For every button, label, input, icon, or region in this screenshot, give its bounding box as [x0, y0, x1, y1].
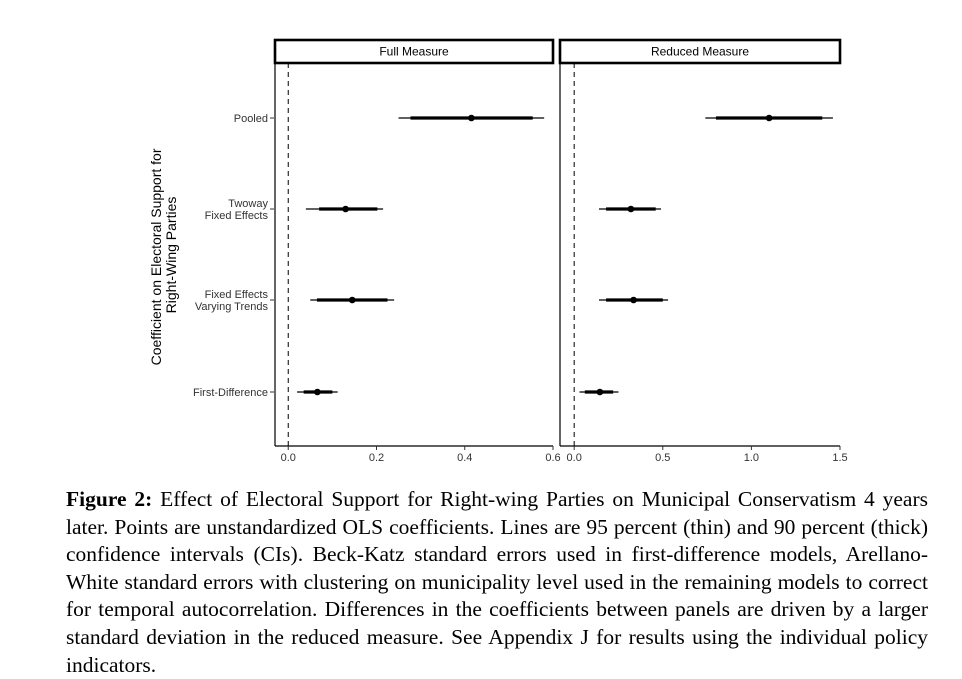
category-label-line: Fixed Effects — [205, 289, 269, 301]
panel-1: Reduced Measure 0.0 0.5 1.0 1.5 — [558, 38, 848, 464]
x-tick-label: 0.0 — [281, 452, 296, 464]
category-label-line: Fixed Effects — [205, 210, 269, 222]
y-axis-title-line-1: Coefficient on Electoral Support for — [148, 148, 164, 365]
figure-caption-text: Effect of Electoral Support for Right-wi… — [66, 487, 928, 677]
x-tick-label: 1.5 — [832, 452, 847, 464]
coefficient-point — [342, 205, 349, 213]
category-label: Pooled — [234, 113, 268, 125]
coefficient-point — [348, 296, 356, 304]
y-axis-title: Coefficient on Electoral Support for Rig… — [148, 145, 179, 366]
category-label-line: Pooled — [234, 113, 268, 125]
panel-strip — [558, 38, 842, 65]
coefficient-point — [627, 205, 635, 213]
coefficient-point — [314, 388, 321, 396]
coefficient-point — [630, 296, 637, 304]
coefficient-point — [596, 388, 604, 396]
panel-title: Full Measure — [379, 45, 449, 59]
x-tick-label: 0.0 — [567, 452, 582, 464]
x-tick-label: 0.5 — [655, 452, 670, 464]
coefficient-point — [765, 114, 773, 122]
figure-caption: Figure 2: Effect of Electoral Support fo… — [66, 486, 928, 679]
coefficient-point — [468, 114, 475, 122]
category-label-line: Twoway — [228, 198, 268, 210]
x-tick-label: 0.4 — [457, 452, 472, 464]
category-label-line: Varying Trends — [195, 301, 269, 313]
panel-strip — [273, 38, 555, 65]
y-axis-title-line-2: Right-Wing Parties — [163, 197, 179, 314]
x-tick-label: 0.6 — [545, 452, 560, 464]
x-tick-label: 1.0 — [744, 452, 759, 464]
coefficient-chart: Full Measure 0.0 0.2 0.4 0.6 Reduced Measure 0… — [148, 38, 848, 464]
panel-title: Reduced Measure — [651, 45, 749, 59]
figure-label: Figure 2: — [66, 487, 153, 511]
category-label: Fixed Effects Varying Trends — [195, 289, 269, 313]
x-tick-label: 0.2 — [369, 452, 384, 464]
panels-layer: Full Measure 0.0 0.2 0.4 0.6 Reduced Measure 0… — [273, 38, 848, 464]
category-label-line: First-Difference — [193, 387, 268, 399]
category-label: First-Difference — [193, 387, 268, 399]
category-label: Twoway Fixed Effects — [205, 198, 269, 222]
panel-0: Full Measure 0.0 0.2 0.4 0.6 — [273, 38, 561, 464]
